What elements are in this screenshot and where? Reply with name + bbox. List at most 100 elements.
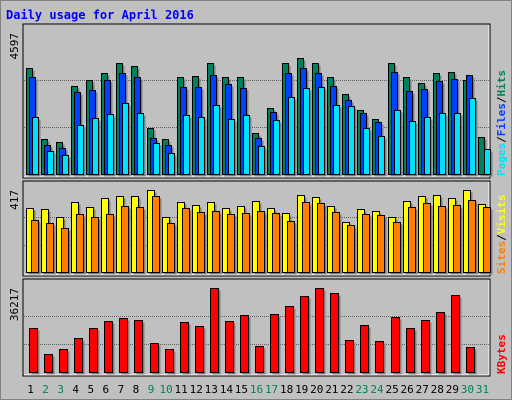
bar-sites-day-14: [227, 214, 237, 275]
x-tick-label-day-19: 19: [295, 383, 308, 396]
x-axis-day-labels: 1 2 3 4 5 6 7 8 9 10 11 12 13 14 15 16 17 18 19 20 21 22 23 24 2…: [27, 383, 489, 396]
bar-pages-day-22-body: [348, 106, 355, 175]
bar-sites-day-6: [106, 214, 116, 275]
panel-kbytes: 36217 KBytes: [8, 278, 508, 377]
bar-kbytes-day-9-body: [150, 343, 159, 373]
bar-sites-day-24: [377, 215, 387, 275]
bar-kbytes-day-15: [240, 315, 251, 375]
bar-kbytes-day-5: [89, 328, 100, 375]
bar-kbytes-day-22-body: [345, 340, 354, 373]
x-tick-label-day-28: 28: [431, 383, 444, 396]
x-tick-label-day-8: 8: [133, 383, 140, 396]
bar-sites-day-26-body: [408, 207, 416, 273]
bar-pages-day-29-body: [454, 113, 461, 175]
bar-sites-day-16-body: [257, 211, 265, 273]
bar-sites-day-20: [317, 203, 327, 275]
x-tick-label-day-22: 22: [340, 383, 353, 396]
bar-pages-day-13: [213, 105, 222, 177]
bar-pages-day-21: [333, 105, 342, 177]
bar-kbytes-day-30: [466, 347, 477, 375]
x-tick-label-day-30: 30: [461, 383, 474, 396]
bar-kbytes-day-16-body: [255, 346, 264, 373]
x-tick-label-day-6: 6: [103, 383, 110, 396]
legend-entry-sites: Sites: [495, 241, 508, 274]
bar-kbytes-day-18-body: [285, 306, 294, 373]
bar-sites-day-29: [453, 205, 463, 275]
bar-sites-day-5-body: [91, 217, 99, 273]
bar-sites-day-6-body: [106, 214, 114, 273]
bar-pages-day-21-body: [333, 105, 340, 175]
bar-sites-day-5: [91, 217, 101, 275]
bar-pages-day-11-body: [183, 115, 190, 175]
bar-sites-day-11: [182, 208, 192, 275]
x-tick-label-day-23: 23: [355, 383, 368, 396]
bar-sites-day-3-body: [61, 228, 69, 273]
bar-kbytes-day-26-body: [406, 328, 415, 373]
bar-sites-day-22-body: [347, 225, 355, 273]
bar-pages-day-19: [303, 88, 312, 177]
panel-kbytes-ymax-label: 36217: [8, 288, 21, 321]
bar-kbytes-day-28: [436, 312, 447, 375]
bar-sites-day-21-body: [332, 212, 340, 273]
x-tick-label-day-31: 31: [476, 383, 489, 396]
bar-sites-day-19-body: [302, 202, 310, 273]
bar-kbytes-day-14-body: [225, 321, 234, 373]
x-tick-label-day-27: 27: [416, 383, 429, 396]
panel-hits-legend: Pages/Files/Hits: [495, 70, 508, 176]
bar-hits-day-31-body: [478, 137, 485, 175]
bar-sites-day-8: [136, 207, 146, 275]
bar-sites-day-8-body: [136, 207, 144, 273]
bar-pages-day-25: [394, 110, 403, 177]
bar-kbytes-day-27-body: [421, 320, 430, 373]
bar-pages-day-12: [198, 117, 207, 177]
bar-sites-day-9-body: [152, 196, 160, 273]
x-tick-label-day-24: 24: [370, 383, 384, 396]
x-tick-label-day-16: 16: [250, 383, 263, 396]
bar-kbytes-day-6: [104, 321, 115, 375]
bar-kbytes-day-18: [285, 306, 296, 375]
bar-pages-day-24-body: [378, 136, 385, 175]
bar-sites-day-12-body: [197, 212, 205, 273]
bar-pages-day-23-body: [363, 128, 370, 175]
bar-kbytes-day-17-body: [270, 314, 279, 373]
x-tick-label-day-14: 14: [220, 383, 234, 396]
bar-pages-day-6: [107, 114, 116, 177]
x-tick-label-day-29: 29: [446, 383, 459, 396]
bar-kbytes-day-19-body: [300, 296, 309, 373]
bar-pages-day-20: [318, 87, 327, 177]
chart-title: Daily usage for April 2016: [6, 8, 194, 22]
bar-pages-day-10-body: [168, 153, 175, 175]
bar-sites-day-27-body: [423, 203, 431, 273]
bar-kbytes-day-26: [406, 328, 417, 375]
bar-sites-day-7-body: [121, 206, 129, 273]
bar-sites-day-3: [61, 228, 71, 275]
bar-sites-day-12: [197, 212, 207, 275]
bar-sites-day-4-body: [76, 214, 84, 273]
x-tick-label-day-4: 4: [72, 383, 79, 396]
panel-hits-ymax-label: 4597: [8, 33, 21, 60]
bar-pages-day-16-body: [258, 146, 265, 175]
x-tick-label-day-10: 10: [159, 383, 172, 396]
bar-pages-day-24: [378, 136, 387, 177]
bar-pages-day-29: [454, 113, 463, 177]
bar-sites-day-2: [46, 223, 56, 275]
bar-kbytes-day-3: [59, 349, 70, 375]
bar-sites-day-17: [272, 213, 282, 275]
legend-entry-hits: Hits: [495, 70, 508, 97]
bar-pages-day-26: [409, 121, 418, 177]
bar-pages-day-12-body: [198, 117, 205, 175]
bar-sites-day-31: [483, 207, 493, 275]
bar-sites-day-18: [287, 221, 297, 275]
legend-entry-separator: /: [495, 234, 508, 241]
bar-sites-day-17-body: [272, 213, 280, 273]
legend-entry-separator: /: [495, 136, 508, 143]
bar-pages-day-8: [137, 113, 146, 177]
bar-sites-day-14-body: [227, 214, 235, 273]
bar-sites-day-1: [31, 220, 41, 275]
bar-kbytes-day-1-body: [29, 328, 38, 373]
x-tick-label-day-3: 3: [57, 383, 64, 396]
legend-entry-kbytes: KBytes: [495, 334, 508, 374]
bar-pages-day-7: [122, 103, 131, 177]
